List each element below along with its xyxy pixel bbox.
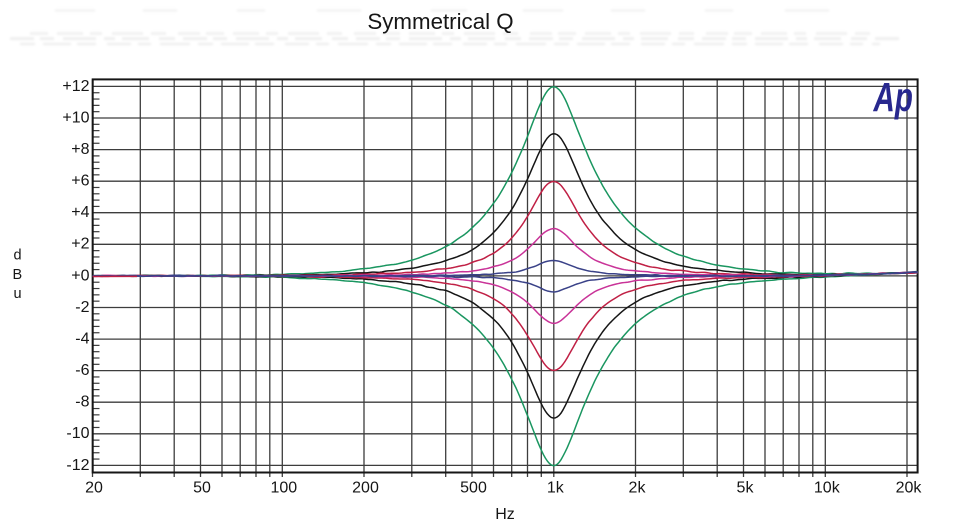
svg-text:20k: 20k: [896, 479, 923, 496]
svg-text:d: d: [14, 248, 22, 264]
svg-text:Symmetrical Q: Symmetrical Q: [367, 9, 513, 34]
svg-text:100: 100: [270, 479, 297, 496]
svg-text:u: u: [14, 286, 22, 302]
svg-text:B: B: [13, 267, 23, 283]
svg-text:+12: +12: [62, 78, 89, 95]
svg-text:-10: -10: [66, 425, 89, 442]
svg-text:+10: +10: [62, 109, 89, 126]
svg-text:-6: -6: [75, 362, 89, 379]
svg-text:+2: +2: [71, 236, 89, 253]
svg-text:1k: 1k: [547, 479, 565, 496]
svg-text:500: 500: [460, 479, 487, 496]
svg-text:Hz: Hz: [495, 506, 515, 523]
svg-text:50: 50: [193, 479, 211, 496]
svg-text:+4: +4: [71, 204, 89, 221]
svg-text:+8: +8: [71, 141, 89, 158]
svg-text:-12: -12: [66, 457, 89, 474]
svg-text:-2: -2: [75, 299, 89, 316]
svg-text:20: 20: [85, 479, 103, 496]
svg-text:5k: 5k: [737, 479, 755, 496]
svg-text:200: 200: [352, 479, 379, 496]
svg-text:Ap: Ap: [873, 74, 913, 120]
svg-text:-8: -8: [75, 394, 89, 411]
svg-text:-4: -4: [75, 331, 89, 348]
svg-text:+6: +6: [71, 173, 89, 190]
svg-text:+0: +0: [71, 267, 89, 284]
svg-text:2k: 2k: [629, 479, 647, 496]
svg-text:10k: 10k: [814, 479, 841, 496]
